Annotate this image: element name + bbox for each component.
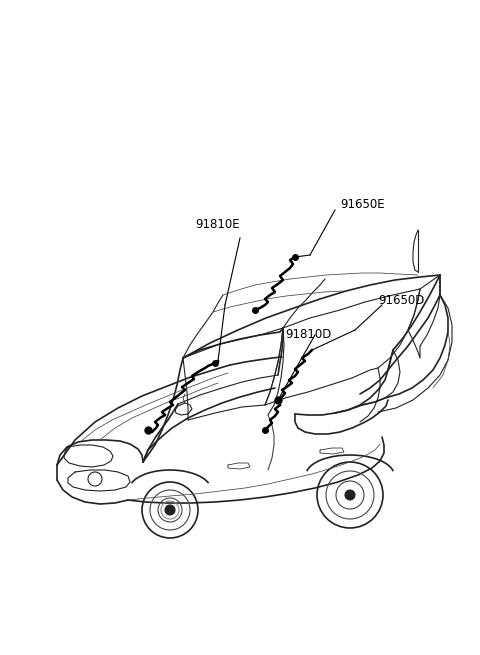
Text: 91810E: 91810E bbox=[195, 219, 240, 231]
Circle shape bbox=[345, 490, 355, 500]
Text: 91650D: 91650D bbox=[378, 293, 424, 307]
Text: 91810D: 91810D bbox=[285, 329, 331, 341]
Text: 91650E: 91650E bbox=[340, 198, 384, 212]
Circle shape bbox=[165, 505, 175, 515]
